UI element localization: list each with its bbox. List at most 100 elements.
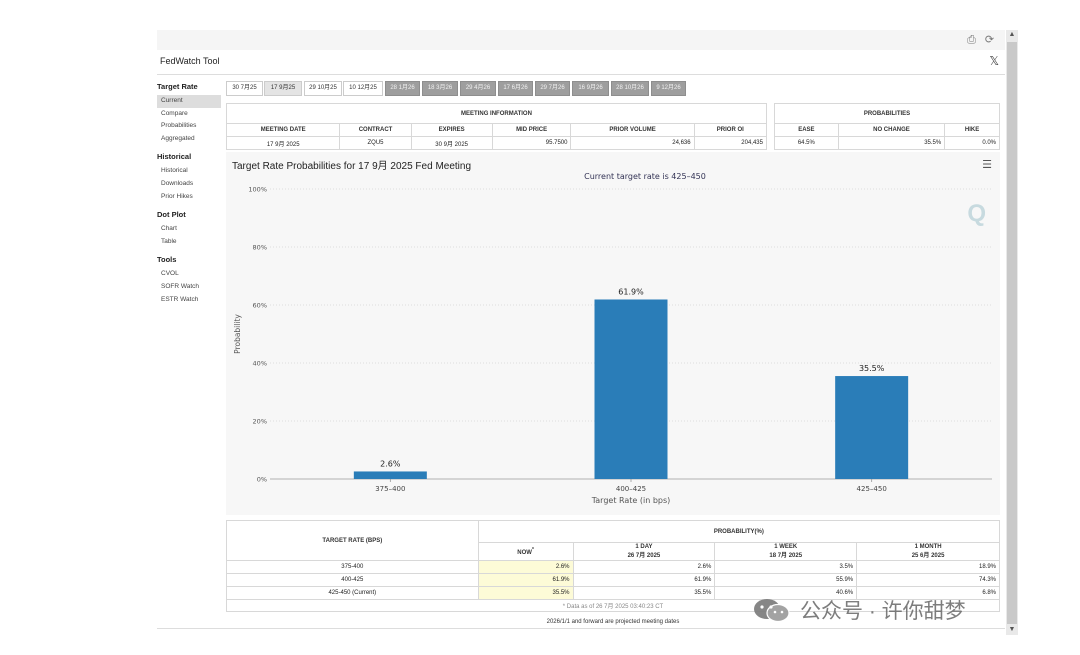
one-day-probability-cell: 35.5% — [572, 586, 716, 600]
meeting-info-value: 24,636 — [570, 136, 695, 150]
tab-meeting-date[interactable]: 28 10月26 — [611, 81, 649, 96]
tab-meeting-date[interactable]: 9 12月26 — [651, 81, 686, 96]
divider — [157, 628, 1005, 629]
meeting-info-value: 17 9月 2025 — [225, 136, 341, 150]
document-icon[interactable]: ⎙ — [967, 34, 976, 46]
tab-meeting-date[interactable]: 29 10月25 — [304, 81, 342, 96]
y-axis-title: Probability — [233, 314, 242, 354]
sidebar-item-downloads[interactable]: Downloads — [161, 179, 194, 187]
hamburger-menu-icon[interactable]: ☰ — [982, 159, 992, 171]
subheader-line1: 1 WEEK — [774, 544, 798, 551]
chart-subtitle: Current target rate is 425–450 — [584, 172, 706, 181]
subheader-line2: 18 7月 2025 — [769, 553, 803, 560]
now-probability-cell: 2.6% — [477, 560, 574, 574]
data-label: 61.9% — [618, 287, 644, 296]
one-week-probability-cell: 55.9% — [714, 573, 858, 587]
chart-panel: Current target rate is 425–450 0% 20% 40% 60… — [226, 152, 1000, 515]
meeting-info-column-header: EXPIRES — [410, 123, 493, 137]
y-tick-label: 40% — [253, 360, 267, 368]
divider — [157, 74, 1005, 75]
meeting-info-column-header: MID PRICE — [491, 123, 572, 137]
tab-meeting-date[interactable]: 17 9月25 — [264, 81, 302, 96]
probability-header: PROBABILITY(%) — [477, 519, 1001, 544]
scroll-thumb[interactable] — [1007, 42, 1017, 624]
probability-subheader: 1 DAY 26 7月 2025 — [572, 542, 716, 561]
probability-subheader: 1 MONTH 25 6月 2025 — [856, 542, 1000, 561]
probability-history-table: TARGET RATE (BPS) PROBABILITY(%) NOW* 1 D… — [226, 519, 1001, 612]
x-tick-label: 425–450 — [857, 485, 887, 493]
target-rate-cell: 400-425 — [226, 573, 479, 587]
target-rate-header: TARGET RATE (BPS) — [226, 520, 479, 561]
watermark: 公众号 · 许你甜梦 — [752, 592, 1052, 628]
meeting-info-column-header: PRIOR OI — [693, 123, 768, 137]
sidebar-group: Dot Plot Chart Table — [157, 210, 221, 248]
sidebar-group: Target Rate Current Compare Probabilities Ag… — [157, 82, 221, 145]
sidebar-item-current[interactable]: Current — [157, 95, 221, 108]
meeting-info-value: ZQU5 — [339, 136, 412, 150]
probability-subheader: 1 WEEK 18 7月 2025 — [714, 542, 858, 561]
bar — [835, 376, 909, 479]
tab-meeting-date[interactable]: 30 7月25 — [226, 81, 263, 96]
probability-value: 35.5% — [837, 136, 946, 150]
subheader-line1: NOW* — [517, 547, 534, 557]
tab-meeting-date[interactable]: 17 6月26 — [498, 81, 533, 96]
subheader-line1: 1 DAY — [635, 544, 653, 551]
tab-meeting-date[interactable]: 29 7月26 — [535, 81, 570, 96]
y-tick-label: 100% — [248, 186, 267, 194]
now-probability-cell: 61.9% — [477, 573, 574, 587]
scroll-up-icon[interactable]: ▲ — [1008, 31, 1016, 38]
x-tick-label: 400–425 — [616, 485, 646, 493]
watermark-text: 公众号 · 许你甜梦 — [800, 600, 966, 623]
probability-value: 64.5% — [774, 136, 839, 150]
target-rate-cell: 375-400 — [226, 560, 479, 574]
quikstrike-logo-icon: Q — [967, 200, 986, 227]
sidebar-item-chart[interactable]: Chart — [161, 225, 177, 233]
sidebar-item-cvol[interactable]: CVOL — [161, 270, 179, 278]
tab-meeting-date[interactable]: 10 12月25 — [343, 81, 383, 96]
sidebar-group: Historical Historical Downloads Prior Hikes — [157, 152, 221, 203]
one-month-probability-cell: 74.3% — [856, 573, 1000, 587]
x-logo-icon[interactable]: 𝕏 — [989, 54, 999, 68]
sidebar-group: Tools CVOL SOFR Watch ESTR Watch — [157, 255, 221, 306]
meeting-info-column-header: PRIOR VOLUME — [570, 123, 695, 137]
sidebar-item-aggregated[interactable]: Aggregated — [161, 134, 195, 142]
bar — [353, 471, 427, 479]
data-timestamp-note: * Data as of 26 7月 2025 03:40:23 CT — [226, 599, 1000, 612]
tab-meeting-date[interactable]: 29 4月26 — [460, 81, 496, 96]
subheader-line2: 26 7月 2025 — [627, 553, 661, 560]
meeting-info-value: 95.7500 — [491, 136, 572, 150]
one-day-probability-cell: 2.6% — [572, 560, 716, 574]
sidebar-heading: Historical — [157, 152, 192, 162]
vertical-scrollbar[interactable]: ▲ ▼ — [1006, 30, 1018, 635]
wechat-logo-icon — [754, 599, 790, 623]
chart-title: Target Rate Probabilities for 17 9月 2025… — [232, 161, 472, 172]
y-tick-label: 20% — [253, 418, 267, 426]
probability-subheader: NOW* — [477, 542, 574, 561]
sidebar-item-table[interactable]: Table — [161, 237, 177, 245]
sidebar-heading: Dot Plot — [157, 210, 186, 220]
sidebar-heading: Tools — [157, 255, 177, 265]
probabilities-table: PROBABILITIES EASE NO CHANGE HIKE 64.5% 35.… — [774, 103, 1000, 150]
scroll-down-icon[interactable]: ▼ — [1008, 626, 1016, 633]
sidebar-item-sofr-watch[interactable]: SOFR Watch — [161, 282, 200, 290]
bar — [594, 299, 668, 479]
y-tick-label: 0% — [257, 476, 267, 484]
sidebar-item-historical[interactable]: Historical — [161, 167, 188, 175]
probability-column-header: EASE — [774, 123, 839, 137]
sidebar-heading: Target Rate — [157, 82, 198, 91]
x-axis-title: Target Rate (in bps) — [591, 496, 671, 505]
probabilities-title: PROBABILITIES — [774, 103, 1000, 124]
subheader-line1: 1 MONTH — [914, 544, 942, 551]
sidebar-item-compare[interactable]: Compare — [161, 109, 188, 117]
tab-meeting-date[interactable]: 16 9月26 — [572, 81, 609, 96]
now-asterisk: * — [531, 547, 534, 554]
refresh-icon[interactable]: ⟳ — [984, 34, 995, 46]
subheader-line2: 25 6月 2025 — [911, 553, 945, 560]
tab-meeting-date[interactable]: 28 1月26 — [385, 81, 420, 96]
meeting-info-value: 204,435 — [693, 136, 768, 150]
tab-meeting-date[interactable]: 18 3月26 — [422, 81, 458, 96]
sidebar-item-prior-hikes[interactable]: Prior Hikes — [161, 192, 193, 200]
data-label: 35.5% — [859, 364, 885, 373]
sidebar-item-probabilities[interactable]: Probabilities — [161, 122, 197, 130]
sidebar-item-estr-watch[interactable]: ESTR Watch — [161, 295, 199, 303]
